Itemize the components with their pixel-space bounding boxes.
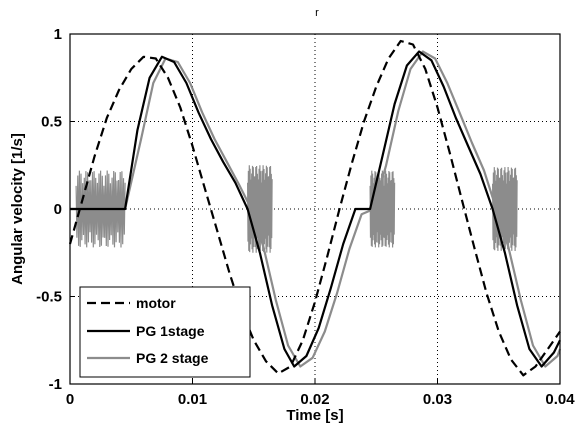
oscillation-burst-3 bbox=[492, 166, 518, 252]
y-axis-label: Angular velocity [1/s] bbox=[9, 133, 26, 285]
x-tick-label: 0.02 bbox=[300, 391, 329, 408]
y-tick-label: -1 bbox=[49, 376, 62, 393]
axis-ticks: 0 0.01 0.02 0.03 0.04 -1 -0.5 0 0.5 1 bbox=[36, 26, 575, 408]
x-axis-label: Time [s] bbox=[286, 407, 343, 424]
x-tick-label: 0 bbox=[66, 391, 74, 408]
legend-label-pg2: PG 2 stage bbox=[136, 350, 209, 366]
x-tick-label: 0.01 bbox=[178, 391, 207, 408]
grid-lines bbox=[70, 34, 560, 384]
x-tick-label: 0.03 bbox=[423, 391, 452, 408]
plot-area bbox=[68, 39, 562, 377]
y-tick-label: 0 bbox=[54, 201, 62, 218]
oscillation-burst-1 bbox=[247, 165, 273, 253]
oscillation-burst-2 bbox=[369, 170, 396, 248]
series-line-0 bbox=[68, 39, 561, 377]
series-line-1 bbox=[70, 50, 561, 368]
x-tick-label: 0.04 bbox=[545, 391, 575, 408]
y-tick-label: 0.5 bbox=[41, 114, 62, 131]
legend-label-pg1: PG 1stage bbox=[136, 323, 205, 339]
legend-label-motor: motor bbox=[136, 295, 176, 311]
chart-title: r bbox=[315, 7, 319, 19]
oscillation-burst-0 bbox=[75, 170, 126, 248]
y-tick-label: -0.5 bbox=[36, 289, 62, 306]
legend: motor PG 1stage PG 2 stage bbox=[79, 286, 251, 378]
y-tick-label: 1 bbox=[54, 26, 62, 43]
series-line-2 bbox=[70, 50, 562, 368]
